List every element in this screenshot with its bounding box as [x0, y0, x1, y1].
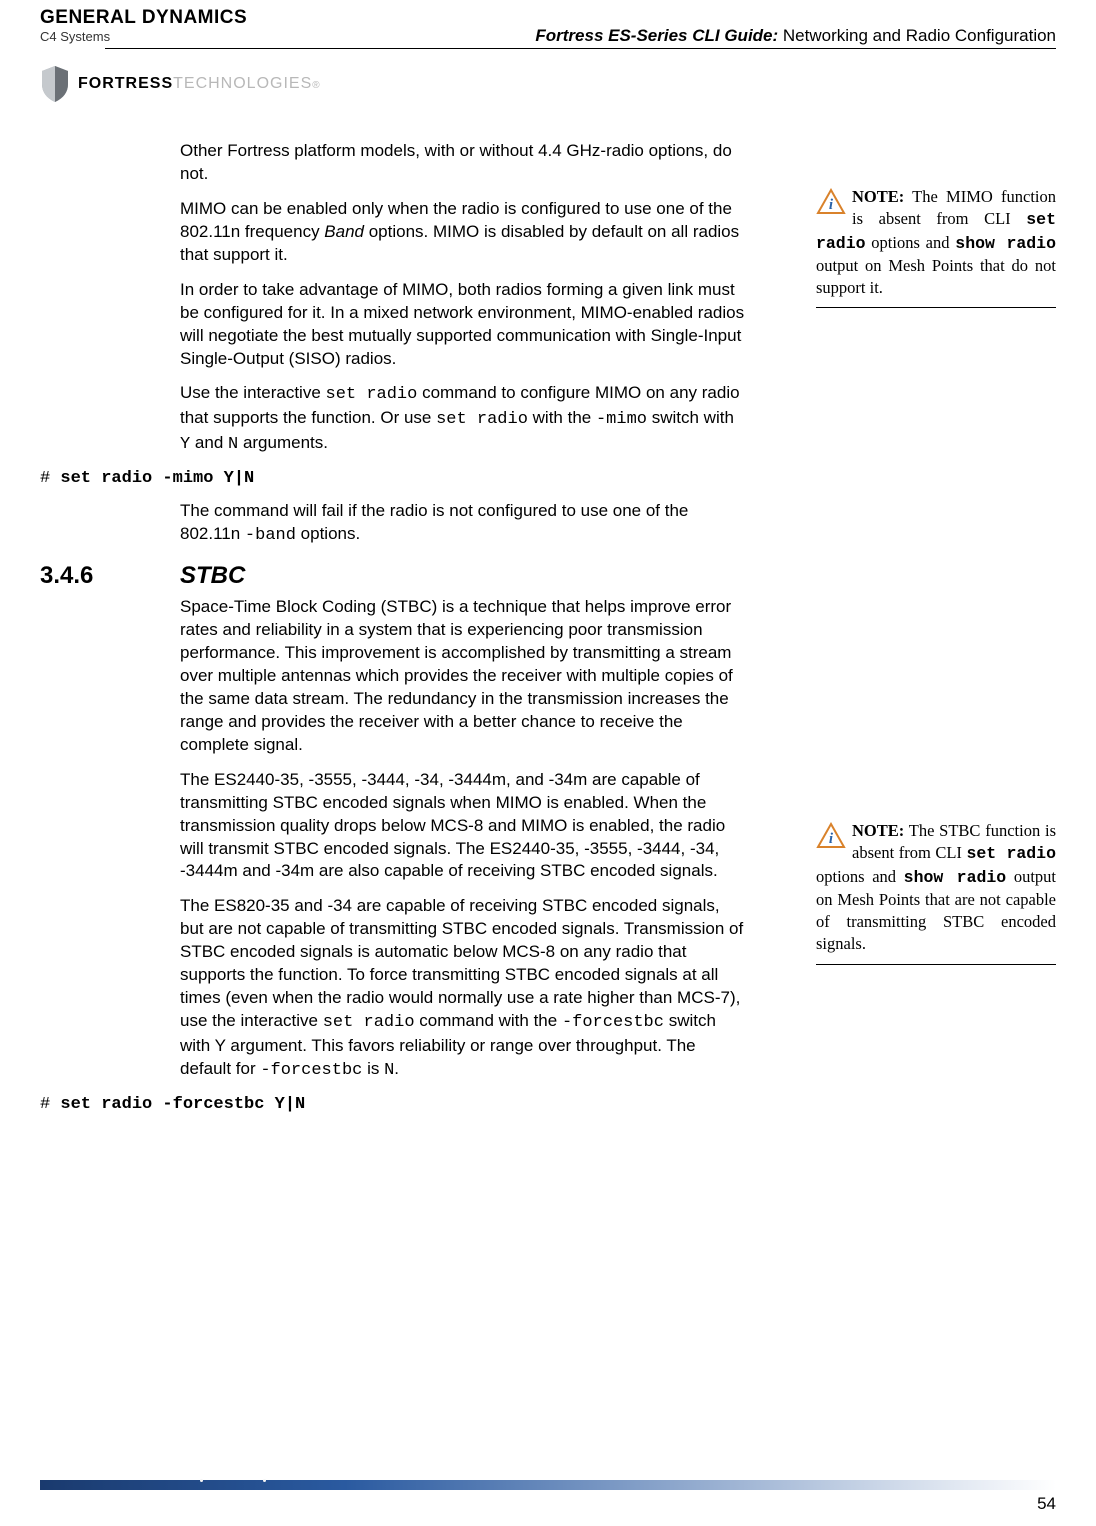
section-heading-row: 3.4.6 STBC: [40, 562, 1056, 590]
page-number: 54: [1037, 1494, 1056, 1514]
company-name-line1: GENERAL DYNAMICS: [40, 8, 247, 27]
company-name-line2: C4 Systems: [40, 29, 247, 44]
fortress-bold: FORTRESS: [78, 75, 173, 93]
doc-title-bold: Fortress ES-Series CLI Guide:: [535, 26, 778, 45]
footer-bar: [40, 1480, 1056, 1490]
paragraph-2: MIMO can be enabled only when the radio …: [180, 198, 745, 267]
section-number: 3.4.6: [40, 562, 180, 590]
command-line-2: # set radio -forcestbc Y|N: [40, 1095, 1056, 1114]
note-text-2: options and: [866, 233, 956, 252]
paragraph-1: Other Fortress platform models, with or …: [180, 140, 745, 186]
note-text-3: output on Mesh Points that do not suppor…: [816, 256, 1056, 297]
note-cli-1: set radio: [966, 844, 1056, 863]
document-title: Fortress ES-Series CLI Guide: Networking…: [535, 26, 1056, 46]
paragraph-8: The ES820-35 and -34 are capable of rece…: [180, 895, 745, 1083]
fortress-light: TECHNOLOGIES: [173, 75, 312, 93]
paragraph-5: The command will fail if the radio is no…: [180, 500, 745, 548]
fortress-logo: FORTRESSTECHNOLOGIES®: [38, 64, 320, 104]
doc-title-rest: Networking and Radio Configuration: [778, 26, 1056, 45]
note-stbc: i NOTE: The STBC function is absent from…: [816, 820, 1056, 965]
paragraph-4: Use the interactive set radio command to…: [180, 382, 745, 457]
note-mimo: i NOTE: The MIMO function is absent from…: [816, 186, 1056, 308]
body-column: Other Fortress platform models, with or …: [180, 140, 745, 457]
paragraph-6: Space-Time Block Coding (STBC) is a tech…: [180, 596, 745, 757]
section-title: STBC: [180, 562, 245, 590]
header-rule: [105, 48, 1056, 49]
note-icon: i: [816, 822, 846, 855]
company-logo-block: GENERAL DYNAMICS C4 Systems: [40, 8, 247, 44]
page-content: i NOTE: The MIMO function is absent from…: [40, 140, 1056, 1126]
note-cli-2: show radio: [955, 234, 1056, 253]
fortress-wordmark: FORTRESSTECHNOLOGIES®: [78, 75, 320, 93]
registered-mark: ®: [312, 80, 319, 91]
footer-dots: [200, 1479, 266, 1482]
body-column: Space-Time Block Coding (STBC) is a tech…: [180, 596, 745, 1083]
body-column: The command will fail if the radio is no…: [180, 500, 745, 548]
note-label: NOTE:: [852, 821, 904, 840]
svg-text:i: i: [829, 197, 834, 213]
paragraph-3: In order to take advantage of MIMO, both…: [180, 279, 745, 371]
shield-icon: [38, 64, 72, 104]
page-footer: 54: [40, 1480, 1056, 1508]
note-text-2: options and: [816, 867, 904, 886]
paragraph-7: The ES2440-35, -3555, -3444, -34, -3444m…: [180, 769, 745, 884]
note-icon: i: [816, 188, 846, 221]
note-cli-2: show radio: [904, 868, 1007, 887]
svg-text:i: i: [829, 831, 834, 847]
note-label: NOTE:: [852, 187, 904, 206]
command-line-1: # set radio -mimo Y|N: [40, 469, 1056, 488]
page-header: GENERAL DYNAMICS C4 Systems Fortress ES-…: [0, 0, 1096, 110]
